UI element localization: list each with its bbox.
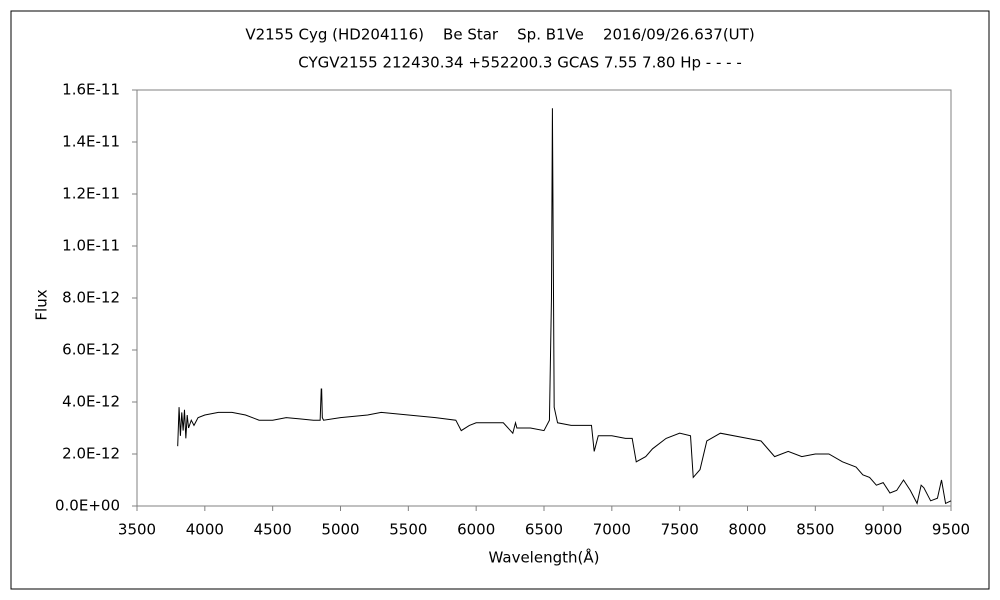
x-tick-label: 8000	[728, 521, 766, 539]
x-tick-label: 3500	[118, 521, 156, 539]
x-axis-label: Wavelength(Å)	[489, 548, 600, 567]
spectrum-line	[177, 108, 952, 505]
x-tick-label: 7500	[661, 521, 699, 539]
y-axis-label: Flux	[33, 289, 51, 320]
x-tick-label: 5000	[321, 521, 359, 539]
x-tick-label: 9500	[932, 521, 970, 539]
x-tick-label: 6500	[525, 521, 563, 539]
y-tick-label: 8.0E-12	[62, 289, 120, 307]
y-tick-label: 6.0E-12	[62, 341, 120, 359]
chart-title: V2155 Cyg (HD204116) Be Star Sp. B1Ve 20…	[245, 26, 754, 44]
x-tick-label: 6000	[457, 521, 495, 539]
y-tick-label: 2.0E-12	[62, 445, 120, 463]
x-tick-label: 5500	[389, 521, 427, 539]
x-tick-label: 8500	[796, 521, 834, 539]
chart-subtitle: CYGV2155 212430.34 +552200.3 GCAS 7.55 7…	[298, 54, 742, 72]
x-tick-label: 9000	[864, 521, 902, 539]
y-tick-label: 1.0E-11	[62, 237, 120, 255]
y-tick-label: 0.0E+00	[55, 497, 120, 515]
x-tick-label: 4500	[254, 521, 292, 539]
y-tick-label: 1.6E-11	[62, 81, 120, 99]
y-tick-label: 4.0E-12	[62, 393, 120, 411]
x-tick-label: 4000	[186, 521, 224, 539]
x-tick-label: 7000	[593, 521, 631, 539]
y-tick-label: 1.2E-11	[62, 185, 120, 203]
y-tick-label: 1.4E-11	[62, 133, 120, 151]
chart-frame	[10, 10, 990, 590]
